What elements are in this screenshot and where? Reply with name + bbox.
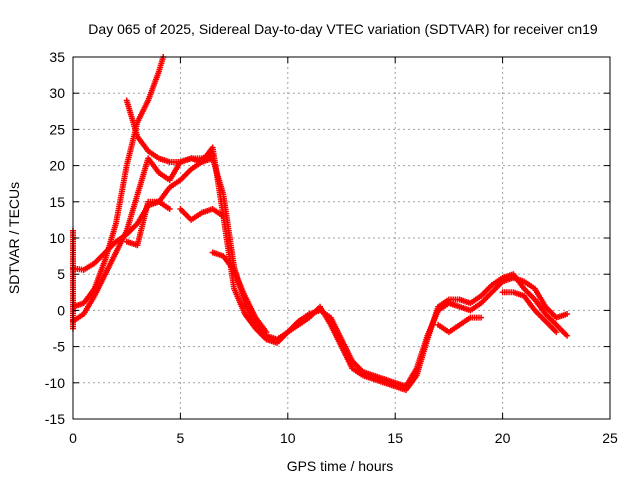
y-axis-label: SDTVAR / TECUs: [6, 182, 22, 294]
data-points: [70, 54, 571, 394]
series-track-4: [123, 97, 216, 165]
series-track-8: [435, 314, 485, 336]
y-tick-label: 5: [57, 266, 65, 282]
x-tick-label: 10: [280, 430, 296, 446]
data-point: [553, 329, 560, 336]
x-axis-ticks: 0 5 10 15 20 25: [69, 57, 618, 446]
data-point: [166, 206, 173, 213]
series-track-9: [499, 289, 560, 336]
y-tick-label: 20: [49, 158, 65, 174]
series-track-1: [70, 155, 571, 390]
chart-title: Day 065 of 2025, Sidereal Day-to-day VTE…: [88, 21, 598, 37]
data-point: [478, 314, 485, 321]
series-track-6: [209, 249, 270, 336]
data-point: [220, 213, 227, 220]
x-tick-label: 5: [177, 430, 185, 446]
series-track-5: [177, 206, 227, 223]
y-tick-label: -10: [45, 375, 65, 391]
y-tick-label: 30: [49, 85, 65, 101]
data-point: [209, 151, 216, 158]
series-track-2: [70, 144, 571, 394]
x-tick-label: 0: [69, 430, 77, 446]
y-tick-label: 15: [49, 194, 65, 210]
y-tick-label: -5: [53, 339, 66, 355]
x-tick-label: 25: [602, 430, 618, 446]
x-tick-label: 20: [495, 430, 511, 446]
data-point: [263, 329, 270, 336]
x-tick-label: 15: [387, 430, 403, 446]
y-tick-label: 10: [49, 230, 65, 246]
y-axis-ticks: -15 -10 -5 0 5 10 15 20 25 30 35: [45, 49, 610, 427]
series-track-3: [70, 54, 167, 310]
grid: [73, 57, 610, 419]
x-axis-label: GPS time / hours: [287, 458, 394, 474]
y-tick-label: -15: [45, 411, 65, 427]
y-tick-label: 35: [49, 49, 65, 65]
series-track-7: [123, 198, 173, 249]
data-point: [564, 311, 571, 318]
y-tick-label: 25: [49, 121, 65, 137]
data-point: [564, 332, 571, 339]
y-tick-label: 0: [57, 302, 65, 318]
